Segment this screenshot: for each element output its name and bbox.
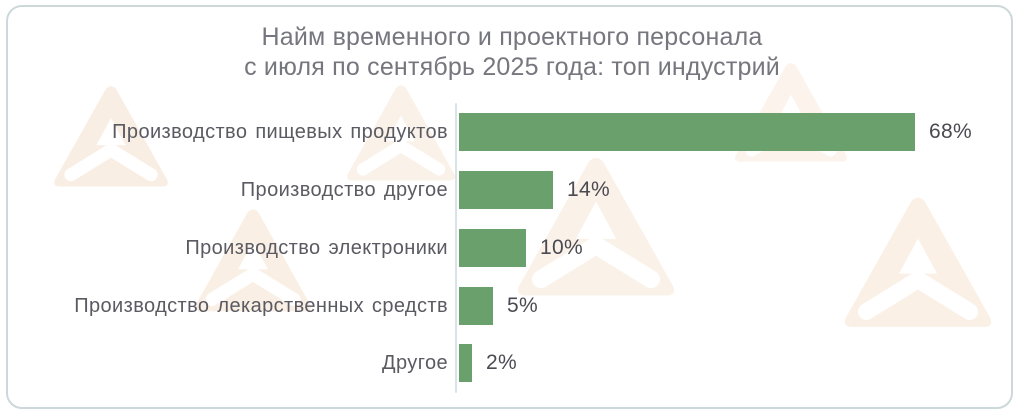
value-label: 14% — [567, 178, 610, 201]
value-label: 5% — [507, 294, 538, 317]
value-label: 68% — [929, 120, 972, 143]
value-label: 10% — [540, 236, 583, 259]
chart-row: Производство другое 14% — [0, 171, 1024, 209]
chart-row: Производство лекарственных средств 5% — [0, 287, 1024, 325]
category-label: Другое — [382, 352, 448, 374]
chart-row: Другое 2% — [0, 344, 1024, 382]
axis-baseline — [455, 103, 457, 393]
category-label: Производство электроники — [185, 237, 448, 259]
chart-title-line1: Найм временного и проектного персонала — [261, 23, 763, 51]
chart-title-line2: с июля по сентябрь 2025 года: топ индуст… — [244, 53, 780, 81]
category-label: Производство лекарственных средств — [74, 295, 448, 317]
value-label: 2% — [486, 351, 517, 374]
bar — [459, 229, 526, 267]
bar — [459, 171, 553, 209]
chart-title: Найм временного и проектного персонала с… — [0, 22, 1024, 82]
bar — [459, 344, 472, 382]
category-label: Производство пищевых продуктов — [112, 121, 448, 143]
bar — [459, 287, 493, 325]
chart-row: Производство пищевых продуктов 68% — [0, 113, 1024, 151]
category-label: Производство другое — [240, 179, 448, 201]
chart-row: Производство электроники 10% — [0, 229, 1024, 267]
bar — [459, 113, 915, 151]
